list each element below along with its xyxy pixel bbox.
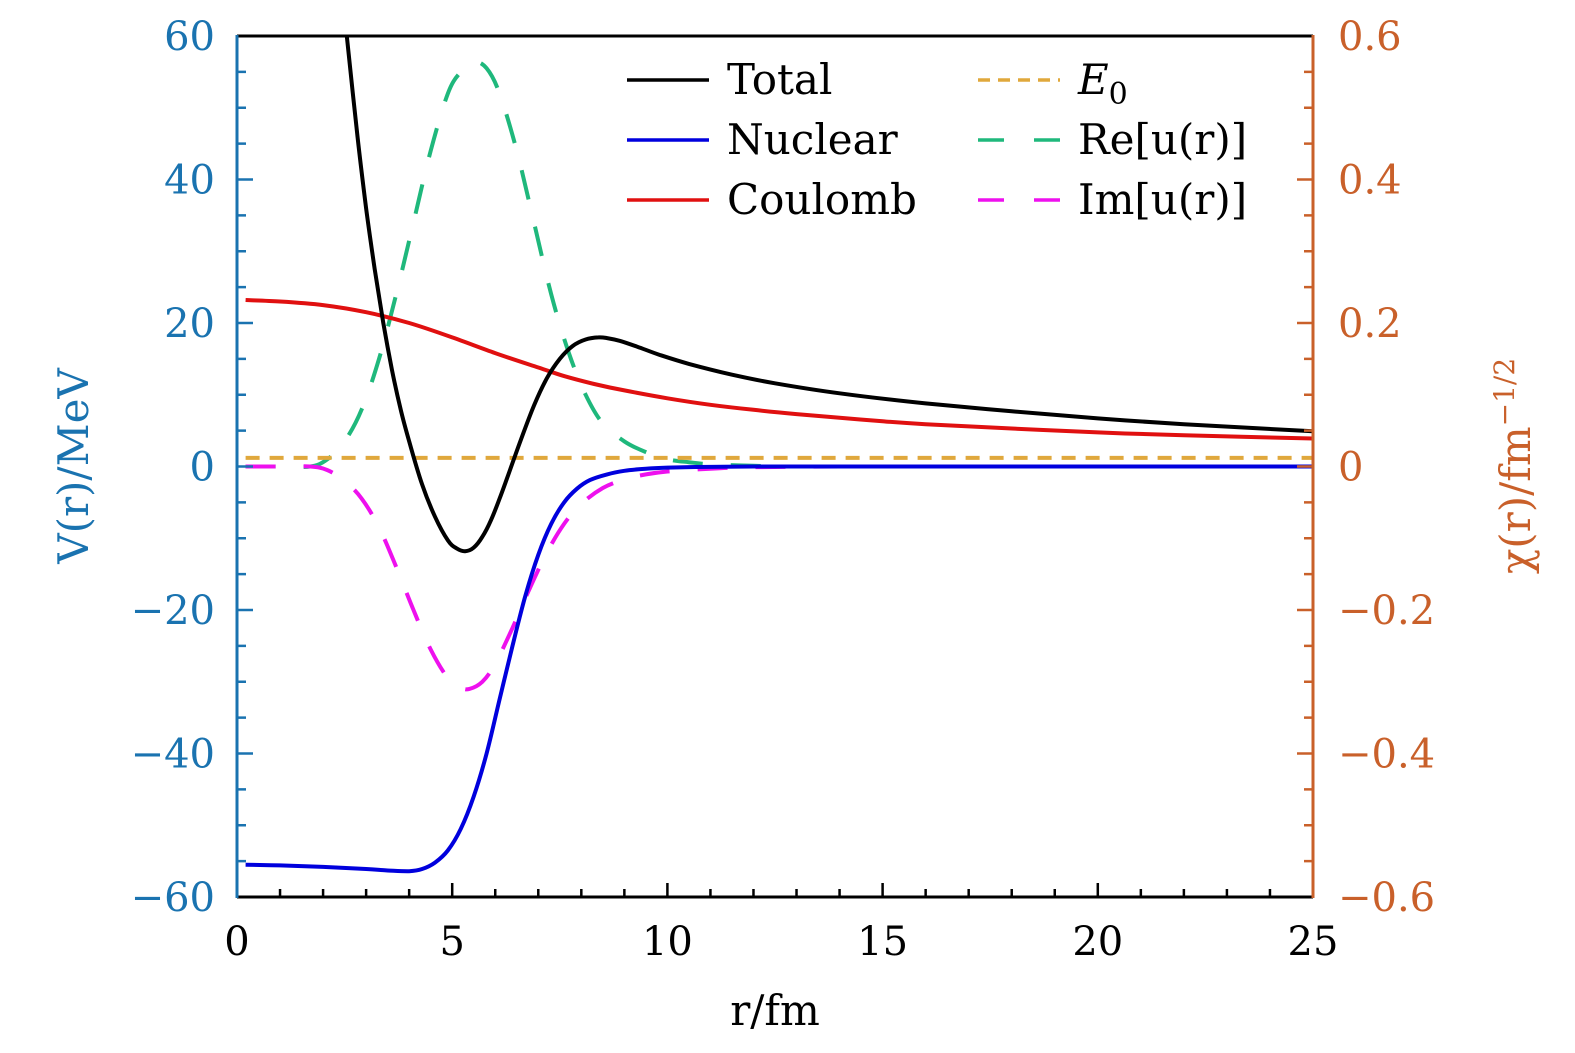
y-right-tick-label: −0.2 bbox=[1338, 588, 1435, 634]
series-line-total bbox=[344, 36, 1313, 554]
x-tick-label: 0 bbox=[224, 919, 249, 965]
x-tick-label: 10 bbox=[642, 919, 693, 965]
legend-item: Im[u(r)] bbox=[978, 175, 1247, 224]
legend-item: E0 bbox=[978, 55, 1128, 112]
y-right-tick-label: 0 bbox=[1338, 445, 1363, 491]
axis-ticks bbox=[237, 70, 1313, 897]
x-axis-label: r/fm bbox=[730, 986, 820, 1035]
legend-item: Coulomb bbox=[627, 175, 917, 224]
y-left-tick-label: −40 bbox=[131, 732, 215, 778]
y-right-tick-label: −0.4 bbox=[1338, 732, 1435, 778]
x-tick-label: 20 bbox=[1072, 919, 1123, 965]
legend-label: Coulomb bbox=[727, 175, 917, 224]
y-left-axis-label-group: V(r)/MeV bbox=[49, 368, 98, 565]
y-left-tick-label: 0 bbox=[190, 445, 215, 491]
y-left-tick-label: 40 bbox=[164, 158, 215, 204]
legend-item: Total bbox=[627, 55, 832, 104]
y-right-tick-label: 0.4 bbox=[1338, 158, 1402, 204]
y-left-tick-label: −60 bbox=[131, 875, 215, 921]
legend-item: Nuclear bbox=[627, 115, 899, 164]
y-right-axis-label-base: χ(r)/fm bbox=[1491, 426, 1540, 574]
y-right-axis-label-exponent: −1/2 bbox=[1488, 358, 1521, 427]
legend-label: Im[u(r)] bbox=[1078, 175, 1247, 224]
y-left-tick-label: 60 bbox=[164, 14, 215, 60]
tick-labels: 0 5 10 15 20 25 60 40 20 0 −20 −40 −60 0.6 0.4 0.2 0 −0.2… bbox=[131, 14, 1436, 965]
y-right-tick-label: 0.6 bbox=[1338, 14, 1402, 60]
legend-label: Total bbox=[727, 55, 832, 104]
legend-item: Re[u(r)] bbox=[978, 115, 1247, 164]
series-line-nuclear bbox=[245, 464, 1313, 874]
series-line-im-u-r bbox=[245, 464, 1313, 692]
y-left-tick-label: 20 bbox=[164, 301, 215, 347]
legend-label: Nuclear bbox=[727, 115, 899, 164]
y-right-tick-label: 0.2 bbox=[1338, 301, 1402, 347]
y-left-tick-label: −20 bbox=[131, 588, 215, 634]
plot-curves bbox=[245, 36, 1313, 874]
x-tick-label: 15 bbox=[857, 919, 908, 965]
x-tick-label: 5 bbox=[439, 919, 464, 965]
legend-label: Re[u(r)] bbox=[1078, 115, 1247, 164]
y-right-axis-label: χ(r)/fm−1/2 bbox=[1488, 358, 1540, 574]
y-right-axis-label-group: χ(r)/fm−1/2 bbox=[1488, 358, 1540, 574]
x-tick-label: 25 bbox=[1288, 919, 1339, 965]
series-line-coulomb bbox=[245, 298, 1313, 441]
y-right-tick-label: −0.6 bbox=[1338, 875, 1435, 921]
legend-label: E0 bbox=[1077, 55, 1128, 112]
y-left-axis-label: V(r)/MeV bbox=[49, 368, 98, 565]
